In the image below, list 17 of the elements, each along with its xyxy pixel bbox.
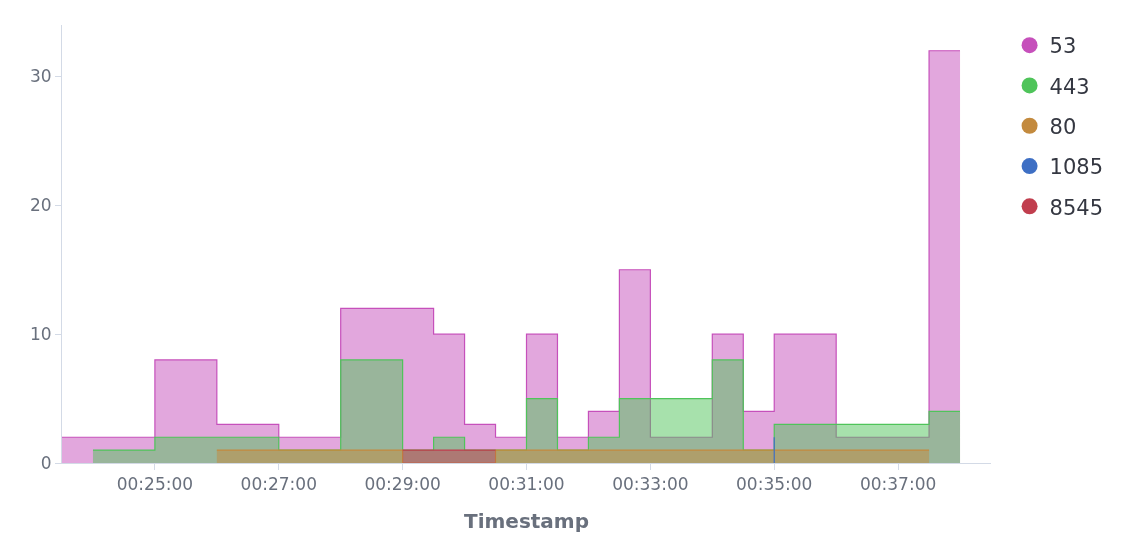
x-axis-title: Timestamp <box>463 508 590 533</box>
legend-label: 8545 <box>1049 195 1104 220</box>
legend-label: 443 <box>1049 74 1090 99</box>
x-tick-label: 00:27:00 <box>240 474 317 495</box>
y-tick-label: 20 <box>29 195 52 216</box>
x-tick-label: 00:33:00 <box>612 474 689 495</box>
legend-label: 53 <box>1049 34 1077 59</box>
x-tick-label: 00:25:00 <box>116 474 194 495</box>
y-tick-label: 0 <box>40 452 52 473</box>
x-tick-label: 00:29:00 <box>364 474 441 495</box>
legend-label: 80 <box>1049 114 1077 139</box>
legend-label: 1085 <box>1049 155 1104 180</box>
x-tick-label: 00:37:00 <box>859 474 937 495</box>
x-tick-label: 00:31:00 <box>488 474 565 495</box>
y-tick-label: 30 <box>29 66 52 87</box>
y-tick-label: 10 <box>29 324 52 345</box>
x-tick-label: 00:35:00 <box>736 474 813 495</box>
